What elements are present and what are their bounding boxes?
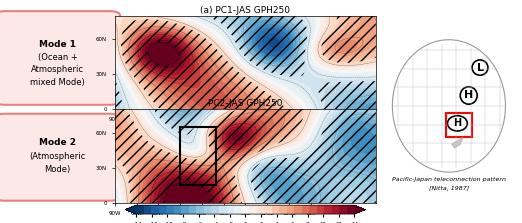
Text: (Ocean +: (Ocean +: [38, 54, 77, 62]
Text: Atmospheric: Atmospheric: [31, 65, 84, 74]
Text: Mode): Mode): [44, 165, 70, 174]
Text: Pacific-Japan teleconnection pattern: Pacific-Japan teleconnection pattern: [392, 177, 506, 182]
Text: mixed Mode): mixed Mode): [30, 78, 85, 87]
Text: L: L: [477, 63, 483, 73]
Text: Mode 1: Mode 1: [39, 40, 76, 49]
Title: (a) PC1-JAS GPH250: (a) PC1-JAS GPH250: [200, 6, 290, 15]
Text: [Nitta, 1987]: [Nitta, 1987]: [429, 186, 469, 191]
Text: Mode 2: Mode 2: [39, 138, 76, 147]
PathPatch shape: [354, 205, 365, 214]
Text: (Atmospheric: (Atmospheric: [29, 152, 86, 161]
PathPatch shape: [125, 205, 136, 214]
Bar: [446, 113, 471, 137]
FancyBboxPatch shape: [0, 11, 120, 105]
Text: H: H: [453, 118, 461, 128]
Bar: [180, 127, 216, 185]
Ellipse shape: [393, 40, 505, 172]
FancyBboxPatch shape: [0, 114, 120, 201]
Text: H: H: [464, 91, 473, 101]
Title: PC2-JAS GPH250: PC2-JAS GPH250: [208, 99, 282, 109]
Polygon shape: [452, 137, 463, 148]
